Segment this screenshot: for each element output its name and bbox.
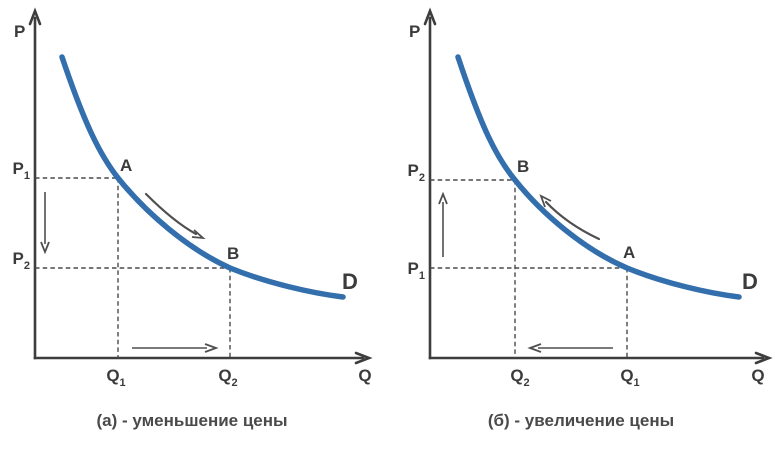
chart-a-caption: (а) - уменьшение цены xyxy=(96,411,287,430)
point-upper-label: A xyxy=(120,156,132,175)
demand-curve xyxy=(59,54,346,300)
price-upper-label: P1 xyxy=(13,159,30,182)
movement-arrowhead-icon xyxy=(539,194,552,208)
x-axis-arrowhead-icon xyxy=(754,351,773,365)
quantity-decrease-arrowhead-icon xyxy=(527,343,542,353)
movement-along-curve-arrow xyxy=(544,200,601,241)
point-lower-label: A xyxy=(623,243,635,262)
x-axis-label: Q xyxy=(358,366,371,385)
x-axis-label: Q xyxy=(751,366,764,385)
qty-right-label: Q2 xyxy=(218,366,237,389)
chart-a: P Q P1 P2 Q1 Q2 A B D (а) - уменьшение ц… xyxy=(13,7,373,430)
point-lower-label: B xyxy=(227,244,239,263)
y-axis-arrowhead-icon xyxy=(423,7,437,26)
qty-left-label: Q2 xyxy=(510,366,529,389)
chart-b-caption: (б) - увеличение цены xyxy=(488,411,674,430)
point-upper-label: B xyxy=(517,157,529,176)
demand-curve xyxy=(455,54,742,300)
movement-arrowhead-icon xyxy=(191,229,206,240)
qty-left-label: Q1 xyxy=(106,366,125,389)
price-lower-label: P2 xyxy=(13,249,30,272)
qty-right-label: Q1 xyxy=(620,366,639,389)
quantity-increase-arrowhead-icon xyxy=(204,343,219,353)
y-axis-arrowhead-icon xyxy=(28,7,42,26)
price-increase-arrowhead-icon xyxy=(438,191,448,205)
y-axis-label: P xyxy=(14,22,25,41)
chart-b: P Q P2 P1 Q2 Q1 B A D (б) - увеличение ц… xyxy=(408,7,773,430)
price-upper-label: P2 xyxy=(408,161,425,184)
demand-curve-label: D xyxy=(342,269,358,294)
demand-curve-label: D xyxy=(742,269,758,294)
y-axis-label: P xyxy=(409,22,420,41)
x-axis-arrowhead-icon xyxy=(354,351,373,365)
price-lower-label: P1 xyxy=(408,259,425,282)
price-decrease-arrowhead-icon xyxy=(40,241,50,255)
movement-along-curve-arrow xyxy=(144,192,198,236)
